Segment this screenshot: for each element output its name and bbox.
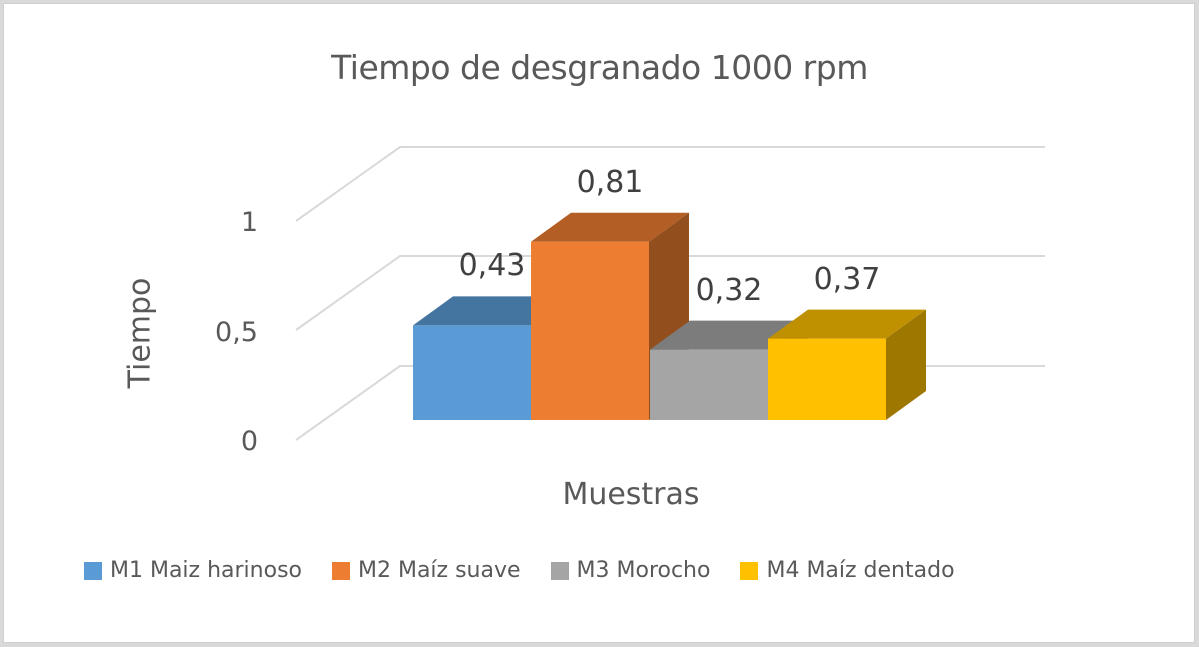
bar-side-face (886, 309, 926, 420)
bar-front-face (650, 349, 768, 420)
y-tick-0: 0 (240, 426, 258, 457)
legend-swatch-m2 (332, 561, 350, 580)
gridline-1 (295, 146, 1045, 222)
bar-top-face (768, 309, 926, 339)
legend: M1 Maiz harinoso M2 Maíz suave M3 Moroch… (84, 558, 955, 583)
data-label-3: 0,32 (695, 272, 763, 308)
legend-swatch-m3 (550, 561, 569, 580)
legend-swatch-m1 (84, 561, 102, 580)
legend-label-m1: M1 Maiz harinoso (110, 558, 302, 583)
data-label-2: 0,81 (576, 164, 644, 200)
data-label-4: 0,37 (813, 261, 881, 297)
legend-label-m4: M4 Maíz dentado (766, 558, 955, 583)
legend-item-m2: M2 Maíz suave (332, 558, 521, 583)
x-axis-label: Muestras (562, 477, 700, 512)
data-label-1: 0,43 (458, 248, 526, 284)
bar-top-face (531, 212, 689, 242)
bar-front-face (768, 338, 886, 420)
legend-item-m1: M1 Maiz harinoso (84, 558, 302, 583)
y-axis-label: Tiempo (122, 277, 158, 389)
chart-title: Tiempo de desgranado 1000 rpm (331, 48, 868, 87)
legend-label-m2: M2 Maíz suave (358, 558, 521, 583)
legend-item-m3: M3 Morocho (550, 558, 711, 583)
y-tick-1: 1 (240, 207, 258, 238)
bar-front-face (413, 325, 531, 420)
legend-label-m3: M3 Morocho (576, 558, 711, 583)
bars (413, 212, 926, 420)
legend-swatch-m4 (740, 561, 759, 580)
bar-4 (768, 309, 926, 420)
gridline-0.5 (295, 255, 1045, 331)
bar-front-face (531, 241, 649, 420)
legend-item-m4: M4 Maíz dentado (740, 558, 955, 583)
y-tick-0.5: 0,5 (215, 317, 258, 348)
